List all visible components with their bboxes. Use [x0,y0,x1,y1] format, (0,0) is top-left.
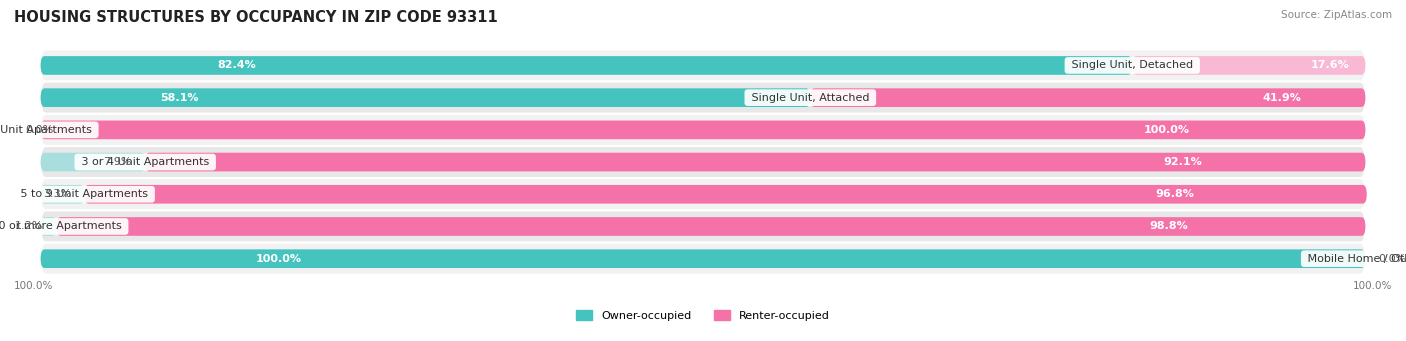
Text: 98.8%: 98.8% [1150,222,1188,232]
Text: 7.9%: 7.9% [104,157,132,167]
Text: 41.9%: 41.9% [1263,93,1302,103]
Text: 58.1%: 58.1% [160,93,198,103]
FancyBboxPatch shape [84,185,1367,204]
Text: 3.3%: 3.3% [42,189,72,199]
Text: 100.0%: 100.0% [1353,281,1392,291]
Text: 96.8%: 96.8% [1154,189,1194,199]
Text: Mobile Home / Other: Mobile Home / Other [1305,254,1406,264]
FancyBboxPatch shape [41,114,1365,146]
FancyBboxPatch shape [41,210,1365,242]
FancyBboxPatch shape [41,249,1365,268]
Text: 0.0%: 0.0% [25,125,53,135]
Text: 0.0%: 0.0% [1379,254,1406,264]
FancyBboxPatch shape [56,217,1365,236]
FancyBboxPatch shape [41,242,1365,275]
Text: 5 to 9 Unit Apartments: 5 to 9 Unit Apartments [17,189,152,199]
FancyBboxPatch shape [41,217,56,236]
FancyBboxPatch shape [41,185,84,204]
Text: HOUSING STRUCTURES BY OCCUPANCY IN ZIP CODE 93311: HOUSING STRUCTURES BY OCCUPANCY IN ZIP C… [14,10,498,25]
FancyBboxPatch shape [41,88,810,107]
FancyBboxPatch shape [41,56,1132,75]
Text: 1.2%: 1.2% [15,222,44,232]
FancyBboxPatch shape [810,88,1365,107]
Text: 10 or more Apartments: 10 or more Apartments [0,222,125,232]
FancyBboxPatch shape [145,153,1365,172]
FancyBboxPatch shape [41,81,1365,114]
Text: 3 or 4 Unit Apartments: 3 or 4 Unit Apartments [77,157,212,167]
FancyBboxPatch shape [41,49,1365,81]
Text: 82.4%: 82.4% [218,60,256,71]
Legend: Owner-occupied, Renter-occupied: Owner-occupied, Renter-occupied [571,306,835,325]
FancyBboxPatch shape [1132,56,1365,75]
FancyBboxPatch shape [41,120,1365,139]
Text: Source: ZipAtlas.com: Source: ZipAtlas.com [1281,10,1392,20]
Text: 100.0%: 100.0% [14,281,53,291]
Text: 100.0%: 100.0% [1143,125,1189,135]
FancyBboxPatch shape [41,146,1365,178]
FancyBboxPatch shape [41,153,145,172]
Text: 17.6%: 17.6% [1310,60,1350,71]
Text: 100.0%: 100.0% [256,254,302,264]
Text: 2 Unit Apartments: 2 Unit Apartments [0,125,96,135]
Text: Single Unit, Attached: Single Unit, Attached [748,93,873,103]
Text: Single Unit, Detached: Single Unit, Detached [1069,60,1197,71]
FancyBboxPatch shape [41,178,1365,210]
Text: 92.1%: 92.1% [1163,157,1202,167]
